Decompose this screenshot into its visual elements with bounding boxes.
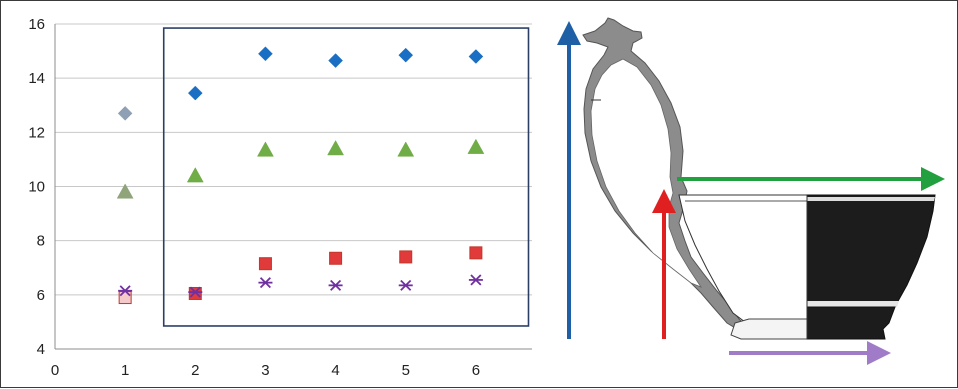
y-tick-label: 16 bbox=[28, 16, 45, 33]
handle-inner bbox=[590, 58, 703, 288]
data-point-square bbox=[188, 286, 202, 300]
data-point-square bbox=[258, 257, 272, 271]
data-point-asterisk bbox=[258, 277, 273, 289]
data-point-asterisk bbox=[118, 285, 133, 297]
data-point-asterisk bbox=[328, 279, 343, 291]
y-tick-label: 6 bbox=[37, 287, 45, 304]
data-point-square bbox=[329, 251, 343, 265]
x-tick-label: 2 bbox=[191, 362, 199, 379]
cup-foot-band bbox=[807, 301, 899, 307]
cup-rim-band bbox=[807, 197, 935, 201]
data-points bbox=[116, 46, 485, 305]
data-point-square bbox=[118, 291, 132, 305]
y-tick-label: 8 bbox=[37, 233, 45, 250]
data-point-triangle bbox=[397, 141, 415, 157]
cup-illustration bbox=[582, 17, 936, 340]
x-tick-label: 4 bbox=[331, 362, 339, 379]
cup-bowl-section bbox=[806, 194, 936, 304]
cup-bowl-profile bbox=[678, 194, 808, 326]
data-point-triangle bbox=[327, 140, 345, 156]
highlight-box bbox=[162, 27, 530, 327]
data-point-diamond bbox=[398, 47, 414, 63]
y-tick-label: 4 bbox=[37, 341, 45, 358]
highlight-box-layer bbox=[162, 27, 530, 327]
data-point-diamond bbox=[117, 106, 133, 121]
y-tick-label: 10 bbox=[28, 179, 45, 196]
data-point-triangle bbox=[116, 183, 134, 199]
data-point-asterisk bbox=[468, 274, 483, 286]
data-point-square bbox=[399, 250, 413, 264]
data-point-diamond bbox=[468, 49, 484, 64]
cup-foot-section bbox=[806, 306, 896, 340]
data-point-asterisk bbox=[398, 279, 413, 291]
data-point-asterisk bbox=[188, 286, 203, 298]
axes bbox=[54, 24, 532, 350]
x-tick-label: 3 bbox=[261, 362, 269, 379]
data-point-diamond bbox=[258, 46, 273, 62]
cup-foot bbox=[730, 318, 808, 340]
y-tick-label: 12 bbox=[28, 124, 45, 141]
x-tick-label: 5 bbox=[402, 362, 410, 379]
x-tick-label: 1 bbox=[121, 362, 129, 379]
data-point-square bbox=[469, 246, 483, 260]
data-point-diamond bbox=[187, 85, 203, 101]
gridlines bbox=[55, 23, 532, 296]
data-point-triangle bbox=[186, 167, 204, 183]
data-point-triangle bbox=[467, 138, 485, 154]
data-point-triangle bbox=[257, 141, 274, 157]
y-tick-label: 14 bbox=[28, 70, 45, 87]
x-tick-label: 0 bbox=[51, 362, 59, 379]
x-tick-label: 6 bbox=[472, 362, 480, 379]
data-point-diamond bbox=[328, 53, 343, 68]
